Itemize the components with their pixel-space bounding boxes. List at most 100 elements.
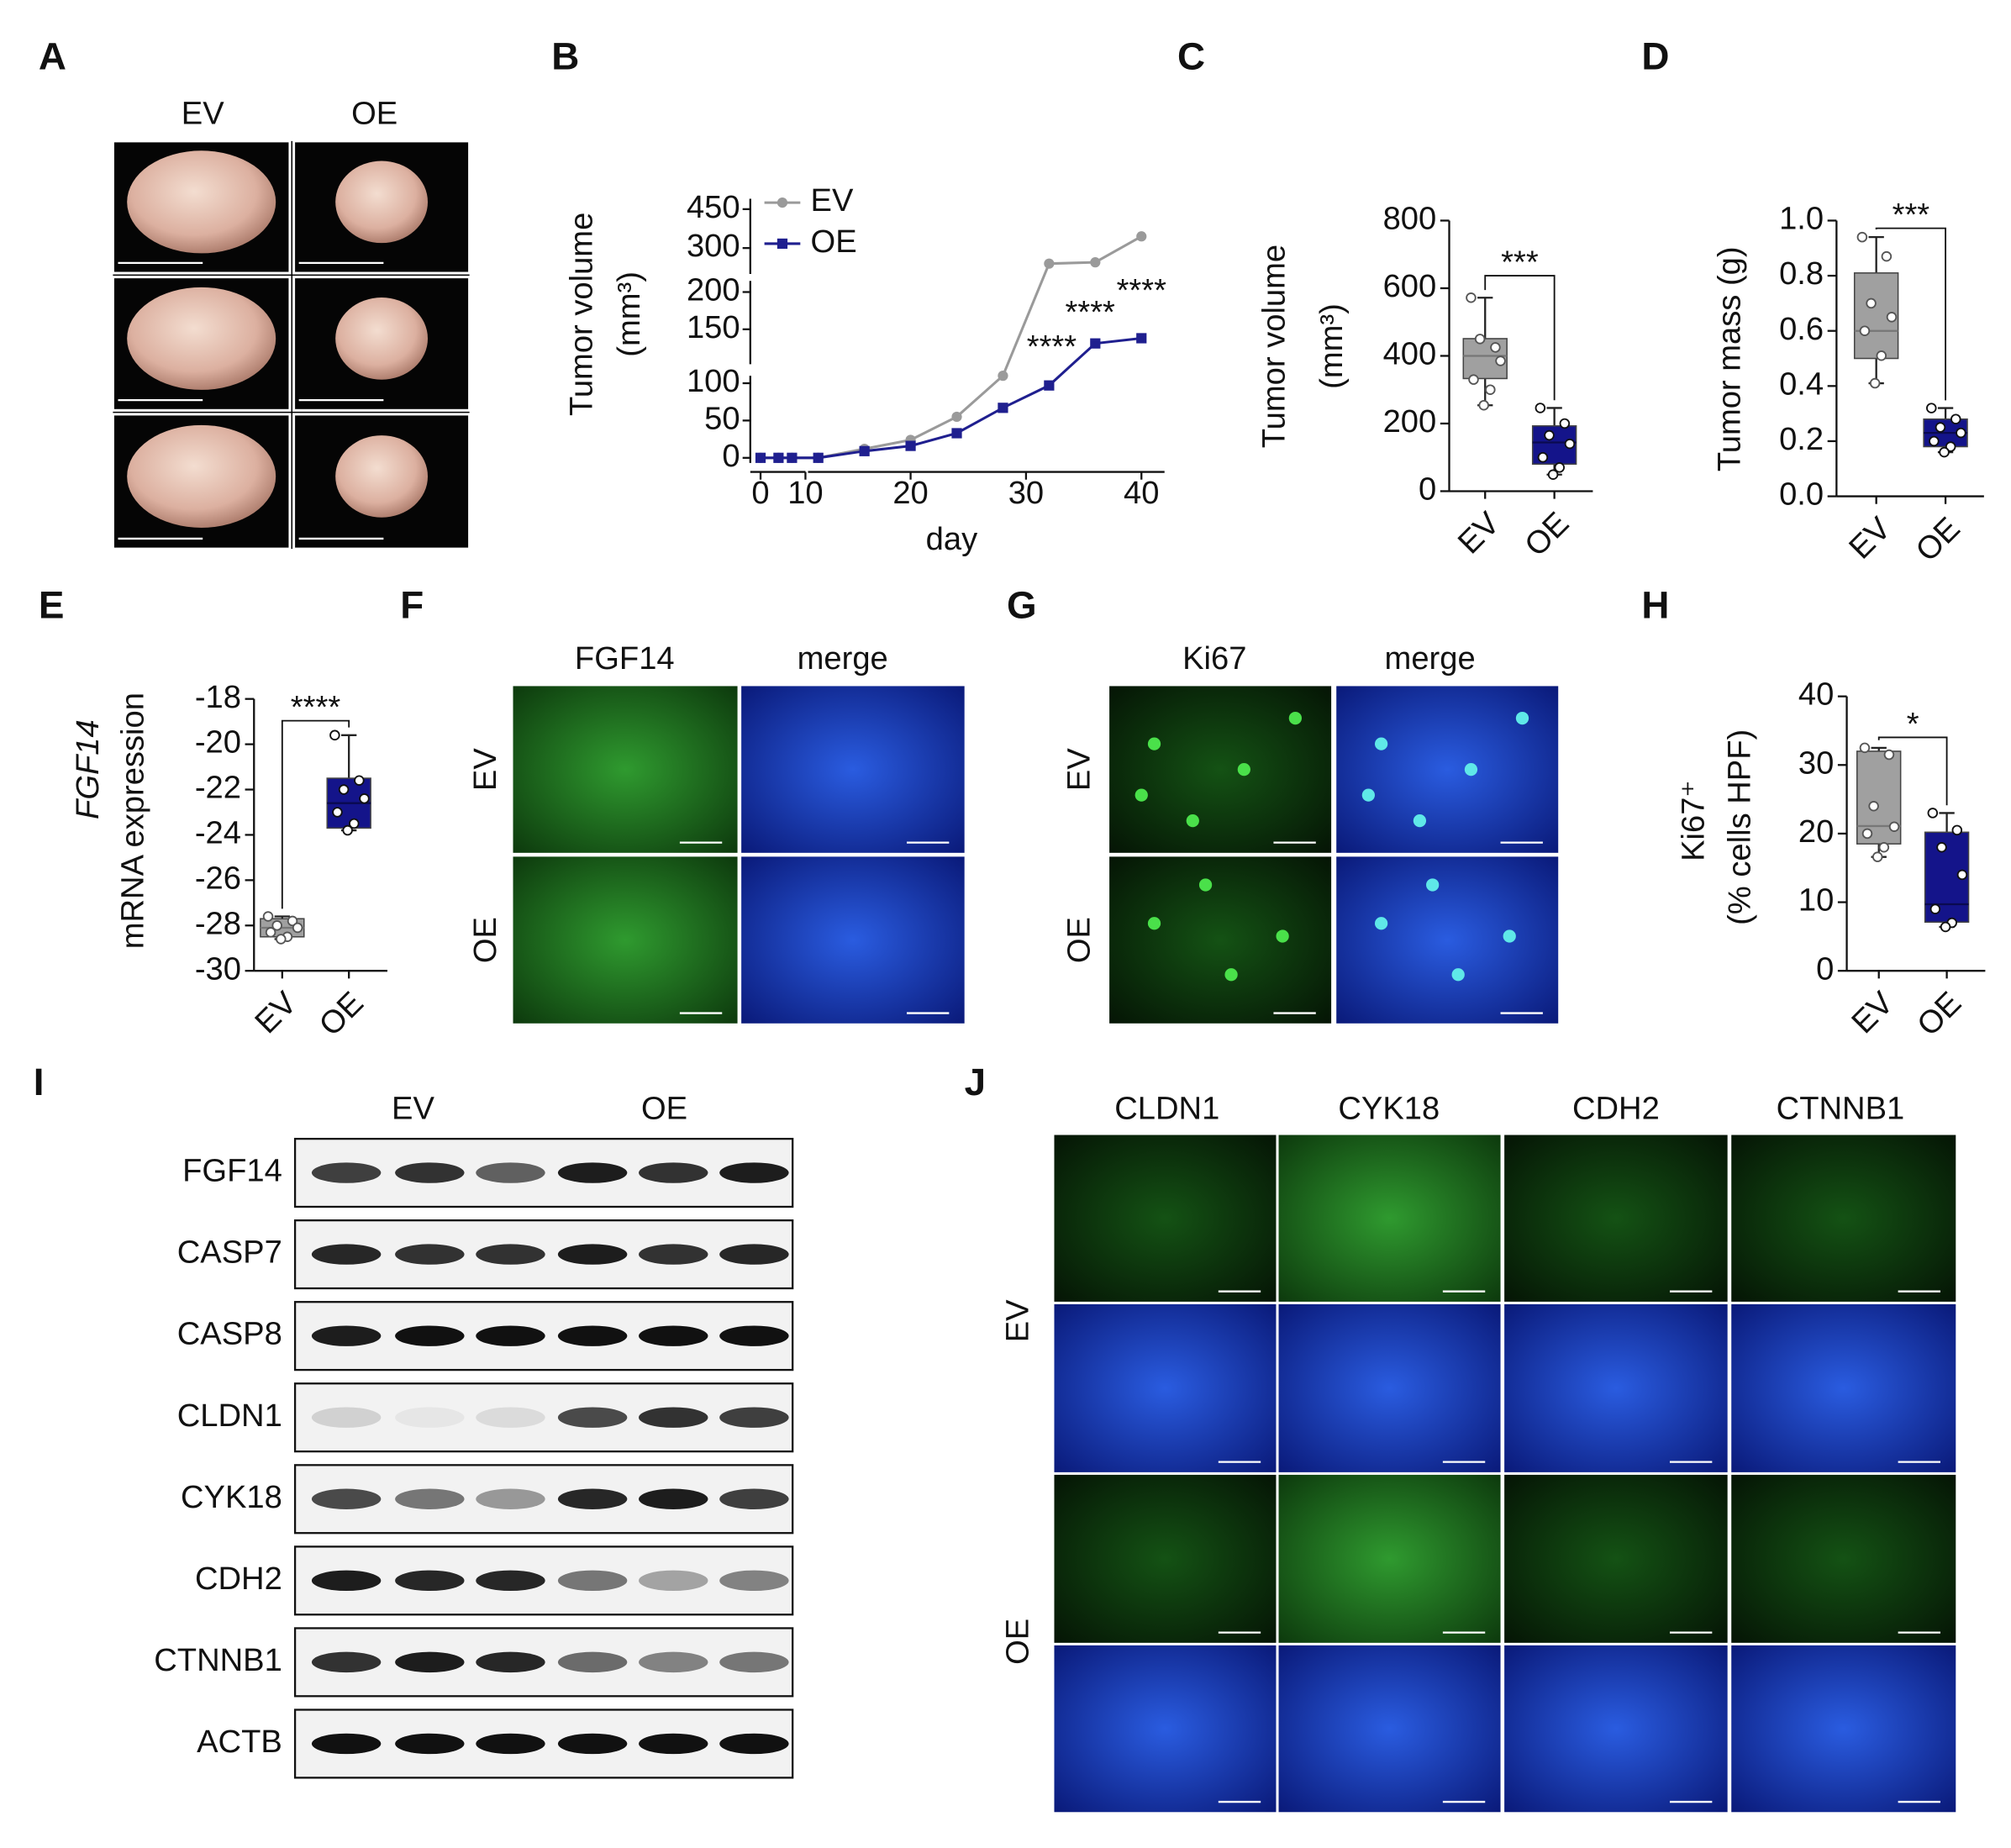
point bbox=[1856, 231, 1868, 243]
point bbox=[1044, 258, 1055, 269]
point bbox=[1466, 292, 1477, 303]
point bbox=[951, 411, 962, 423]
band bbox=[639, 1488, 708, 1509]
point bbox=[1926, 403, 1937, 413]
nucleus bbox=[1224, 968, 1238, 982]
panel-letter: A bbox=[39, 34, 66, 77]
band bbox=[311, 1488, 382, 1509]
point bbox=[271, 920, 282, 931]
band bbox=[557, 1570, 628, 1592]
point bbox=[1869, 377, 1881, 389]
y-tick-label: 200 bbox=[1383, 403, 1437, 440]
point bbox=[1474, 334, 1486, 345]
nucleus bbox=[1361, 788, 1375, 802]
nucleus bbox=[1276, 929, 1289, 943]
y-tick-label: 0 bbox=[1816, 950, 1834, 987]
column-label: CTNNB1 bbox=[1777, 1091, 1905, 1127]
band bbox=[311, 1570, 382, 1592]
micrograph bbox=[1054, 1474, 1277, 1643]
column-label: OE bbox=[351, 95, 397, 131]
point bbox=[287, 915, 298, 927]
significance-bracket bbox=[1877, 736, 1948, 806]
y-tick-label: 0 bbox=[722, 438, 740, 474]
x-tick-label: 0 bbox=[751, 475, 769, 511]
point bbox=[1945, 441, 1956, 452]
band bbox=[311, 1733, 382, 1755]
point bbox=[1878, 841, 1890, 853]
point bbox=[998, 403, 1008, 413]
x-tick-label: EV bbox=[1842, 510, 1898, 566]
point bbox=[1136, 231, 1147, 242]
point bbox=[349, 818, 360, 829]
point bbox=[1936, 841, 1947, 853]
micrograph bbox=[1504, 1303, 1728, 1472]
x-tick-label: OE bbox=[1518, 505, 1576, 563]
nucleus bbox=[1198, 878, 1213, 892]
band bbox=[476, 1733, 545, 1755]
x-tick-label: 10 bbox=[787, 475, 823, 511]
significance-bracket bbox=[1484, 275, 1556, 401]
band bbox=[557, 1162, 628, 1183]
nucleus bbox=[1426, 878, 1440, 892]
protein-label: CYK18 bbox=[181, 1479, 282, 1515]
x-tick-label: EV bbox=[1845, 984, 1901, 1040]
point bbox=[292, 922, 303, 934]
significance: **** bbox=[291, 689, 341, 725]
legend-marker bbox=[776, 197, 788, 208]
band bbox=[639, 1162, 708, 1183]
significance: *** bbox=[1501, 244, 1539, 280]
y-tick-label: -22 bbox=[195, 770, 241, 806]
band bbox=[639, 1651, 708, 1673]
point bbox=[951, 428, 962, 439]
y-tick-label: 1.0 bbox=[1779, 201, 1824, 237]
series-line bbox=[761, 234, 1143, 460]
column-label: merge bbox=[1385, 640, 1476, 677]
column-label: CLDN1 bbox=[1114, 1091, 1219, 1127]
point bbox=[1859, 742, 1871, 754]
point bbox=[773, 452, 784, 463]
point bbox=[1951, 824, 1963, 836]
legend-label: OE bbox=[811, 224, 857, 260]
point bbox=[276, 934, 287, 945]
column-label: CDH2 bbox=[1572, 1091, 1660, 1127]
y-tick-label: -20 bbox=[195, 724, 241, 761]
band bbox=[476, 1325, 545, 1346]
micrograph bbox=[1731, 1645, 1956, 1813]
point bbox=[1935, 422, 1946, 433]
y-tick-label: 150 bbox=[687, 309, 740, 345]
x-tick-label: OE bbox=[313, 985, 371, 1043]
x-tick-label: 20 bbox=[892, 475, 928, 511]
point bbox=[1861, 828, 1873, 840]
point bbox=[1859, 325, 1871, 336]
point bbox=[1485, 384, 1496, 395]
panel-letter: H bbox=[1641, 583, 1669, 626]
band bbox=[719, 1325, 789, 1346]
significance: *** bbox=[1893, 197, 1930, 233]
band bbox=[395, 1162, 465, 1183]
point bbox=[1950, 413, 1961, 424]
protein-label: ACTB bbox=[197, 1724, 282, 1760]
x-tick-label: OE bbox=[1910, 985, 1968, 1043]
band bbox=[476, 1162, 545, 1183]
band bbox=[476, 1488, 545, 1509]
point bbox=[1929, 903, 1941, 914]
micrograph bbox=[741, 856, 965, 1024]
nucleus bbox=[1237, 762, 1250, 777]
band bbox=[311, 1325, 382, 1346]
column-label: FGF14 bbox=[575, 640, 675, 677]
point bbox=[1554, 462, 1565, 473]
y-tick-label: 200 bbox=[687, 272, 740, 308]
point bbox=[1956, 869, 1968, 881]
y-axis-label: Ki67⁺ bbox=[1676, 780, 1712, 861]
point bbox=[1478, 399, 1489, 411]
point bbox=[755, 452, 766, 463]
point bbox=[262, 911, 274, 922]
significance-bracket bbox=[281, 719, 350, 909]
band bbox=[639, 1570, 708, 1592]
row-label: OE bbox=[467, 917, 503, 963]
y-axis-label: Tumor volume bbox=[1256, 245, 1292, 448]
y-axis-label: FGF14 bbox=[70, 719, 106, 819]
point bbox=[1886, 312, 1898, 323]
micrograph bbox=[1504, 1645, 1728, 1813]
